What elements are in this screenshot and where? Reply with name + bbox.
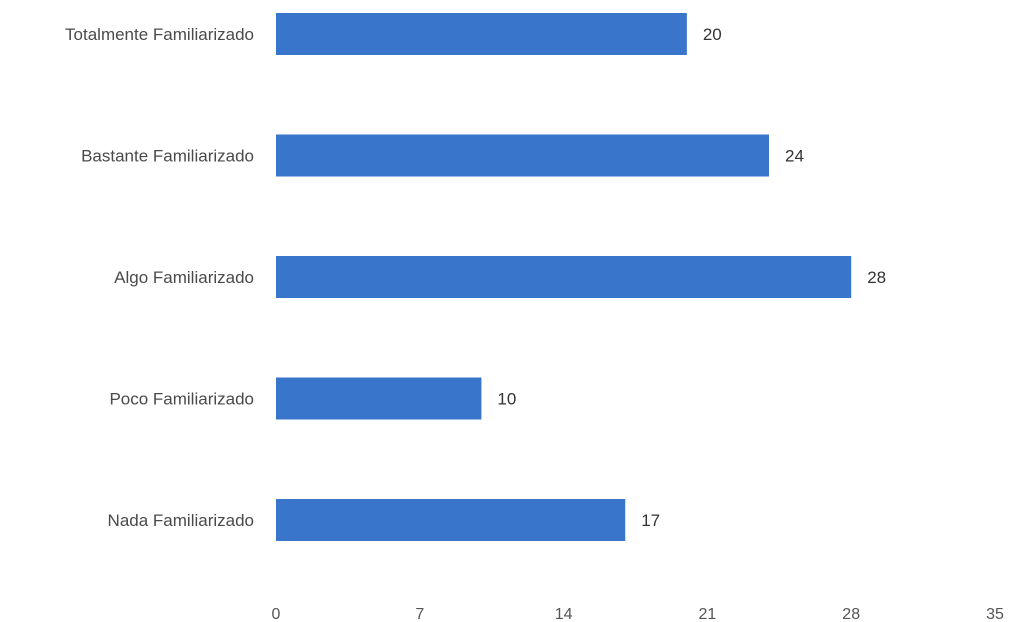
category-label: Algo Familiarizado (114, 268, 254, 287)
bar (276, 256, 852, 298)
data-label: 24 (785, 147, 804, 166)
category-label: Bastante Familiarizado (81, 147, 254, 166)
category-label: Poco Familiarizado (109, 390, 254, 409)
bar (276, 377, 482, 420)
data-label: 10 (497, 390, 516, 409)
bar (276, 499, 626, 541)
x-tick-label: 21 (699, 606, 717, 622)
x-tick-label: 7 (415, 606, 424, 622)
x-tick-label: 35 (986, 606, 1004, 622)
data-label: 20 (703, 25, 722, 44)
bar (276, 13, 687, 55)
bars (276, 13, 852, 541)
x-tick-label: 28 (842, 606, 860, 622)
x-axis: 0 7 14 21 28 35 (272, 606, 1004, 622)
category-labels: Totalmente Familiarizado Bastante Familia… (65, 25, 254, 530)
category-label: Nada Familiarizado (108, 511, 254, 530)
category-label: Totalmente Familiarizado (65, 25, 254, 44)
x-tick-label: 14 (555, 606, 573, 622)
data-label: 17 (641, 511, 660, 530)
value-labels: 20 24 28 10 17 (497, 25, 886, 530)
x-tick-label: 0 (272, 606, 281, 622)
bar (276, 134, 770, 177)
data-label: 28 (867, 268, 886, 287)
